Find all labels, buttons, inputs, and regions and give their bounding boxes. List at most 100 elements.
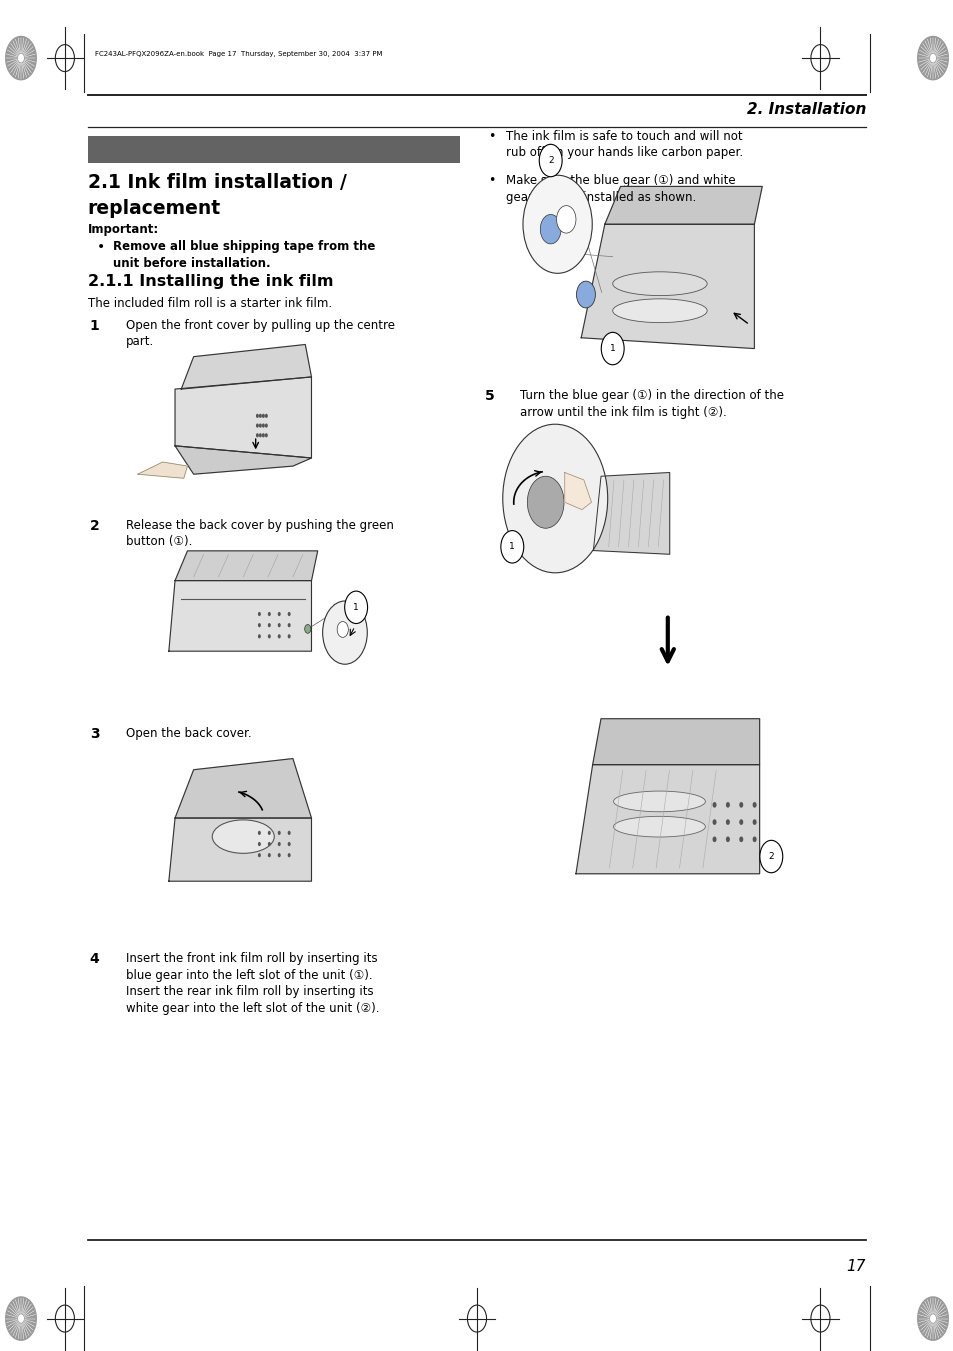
Circle shape bbox=[712, 802, 716, 808]
Polygon shape bbox=[917, 1297, 947, 1340]
Text: Open the front cover by pulling up the centre
part.: Open the front cover by pulling up the c… bbox=[126, 319, 395, 349]
Circle shape bbox=[712, 836, 716, 842]
Circle shape bbox=[288, 623, 291, 627]
Text: replacement: replacement bbox=[88, 199, 221, 218]
Circle shape bbox=[261, 413, 265, 417]
Circle shape bbox=[255, 423, 258, 428]
Circle shape bbox=[268, 623, 271, 627]
Polygon shape bbox=[174, 759, 311, 817]
Circle shape bbox=[288, 831, 291, 835]
Circle shape bbox=[725, 836, 729, 842]
Polygon shape bbox=[580, 224, 754, 349]
Text: FC243AL-PFQX2096ZA-en.book  Page 17  Thursday, September 30, 2004  3:37 PM: FC243AL-PFQX2096ZA-en.book Page 17 Thurs… bbox=[95, 51, 382, 57]
Text: Make sure the blue gear (①) and white
gear (②) are installed as shown.: Make sure the blue gear (①) and white ge… bbox=[505, 174, 735, 204]
Circle shape bbox=[322, 601, 367, 665]
Text: The included film roll is a starter ink film.: The included film roll is a starter ink … bbox=[88, 297, 332, 311]
Polygon shape bbox=[169, 817, 311, 881]
Circle shape bbox=[258, 423, 261, 428]
Ellipse shape bbox=[612, 272, 706, 296]
Circle shape bbox=[759, 840, 781, 873]
Circle shape bbox=[576, 281, 595, 308]
Text: Insert the front ink film roll by inserting its
blue gear into the left slot of : Insert the front ink film roll by insert… bbox=[126, 952, 379, 1015]
Polygon shape bbox=[174, 377, 311, 458]
Circle shape bbox=[712, 819, 716, 825]
Circle shape bbox=[336, 621, 348, 638]
Text: 1: 1 bbox=[353, 603, 358, 612]
FancyBboxPatch shape bbox=[88, 136, 459, 163]
Circle shape bbox=[725, 819, 729, 825]
Text: 2: 2 bbox=[768, 852, 773, 861]
Polygon shape bbox=[174, 446, 311, 474]
Text: •: • bbox=[97, 240, 106, 254]
Text: Remove all blue shipping tape from the
unit before installation.: Remove all blue shipping tape from the u… bbox=[112, 240, 375, 270]
Ellipse shape bbox=[612, 299, 706, 323]
Circle shape bbox=[18, 1315, 24, 1323]
Polygon shape bbox=[917, 36, 947, 80]
Circle shape bbox=[277, 852, 280, 858]
Circle shape bbox=[739, 836, 742, 842]
Text: 17: 17 bbox=[846, 1259, 865, 1274]
Circle shape bbox=[600, 332, 623, 365]
Circle shape bbox=[929, 1315, 935, 1323]
Circle shape bbox=[268, 634, 271, 639]
Circle shape bbox=[257, 623, 260, 627]
Polygon shape bbox=[576, 765, 759, 874]
Circle shape bbox=[255, 413, 258, 417]
Text: •: • bbox=[488, 130, 496, 143]
Circle shape bbox=[268, 842, 271, 846]
Text: 1: 1 bbox=[609, 345, 615, 353]
Circle shape bbox=[739, 802, 742, 808]
Circle shape bbox=[261, 423, 265, 428]
Circle shape bbox=[288, 612, 291, 616]
Text: 2: 2 bbox=[90, 519, 99, 532]
Text: Open the back cover.: Open the back cover. bbox=[126, 727, 252, 740]
Circle shape bbox=[739, 819, 742, 825]
Polygon shape bbox=[592, 719, 759, 765]
Circle shape bbox=[261, 434, 265, 438]
Circle shape bbox=[277, 842, 280, 846]
Circle shape bbox=[522, 176, 592, 273]
Circle shape bbox=[288, 852, 291, 858]
Circle shape bbox=[752, 819, 756, 825]
Ellipse shape bbox=[613, 816, 704, 838]
Text: 2. Installation: 2. Installation bbox=[746, 101, 865, 118]
Circle shape bbox=[257, 634, 260, 639]
Circle shape bbox=[304, 624, 311, 634]
Text: 1: 1 bbox=[90, 319, 99, 332]
Circle shape bbox=[257, 842, 260, 846]
Circle shape bbox=[288, 842, 291, 846]
Circle shape bbox=[258, 434, 261, 438]
Text: Release the back cover by pushing the green
button (①).: Release the back cover by pushing the gr… bbox=[126, 519, 394, 549]
Text: 2.1 Ink film installation /: 2.1 Ink film installation / bbox=[88, 173, 346, 192]
Circle shape bbox=[265, 423, 268, 428]
Text: 3: 3 bbox=[90, 727, 99, 740]
Circle shape bbox=[277, 623, 280, 627]
Circle shape bbox=[255, 434, 258, 438]
Circle shape bbox=[538, 145, 561, 177]
Text: 1: 1 bbox=[509, 542, 515, 551]
Circle shape bbox=[257, 612, 260, 616]
Text: 5: 5 bbox=[484, 389, 494, 403]
Ellipse shape bbox=[212, 820, 274, 854]
Text: The ink film is safe to touch and will not
rub off on your hands like carbon pap: The ink film is safe to touch and will n… bbox=[505, 130, 742, 159]
Text: 2: 2 bbox=[547, 155, 553, 165]
Circle shape bbox=[265, 413, 268, 417]
Ellipse shape bbox=[613, 792, 704, 812]
Circle shape bbox=[258, 413, 261, 417]
Circle shape bbox=[268, 831, 271, 835]
Circle shape bbox=[929, 54, 935, 62]
Circle shape bbox=[257, 831, 260, 835]
Polygon shape bbox=[6, 1297, 36, 1340]
Circle shape bbox=[539, 215, 560, 245]
Text: 2.1.1 Installing the ink film: 2.1.1 Installing the ink film bbox=[88, 274, 333, 289]
Circle shape bbox=[268, 612, 271, 616]
Circle shape bbox=[502, 424, 607, 573]
Circle shape bbox=[257, 852, 260, 858]
Circle shape bbox=[277, 612, 280, 616]
Polygon shape bbox=[169, 581, 311, 651]
Polygon shape bbox=[593, 473, 669, 554]
Circle shape bbox=[288, 634, 291, 639]
Circle shape bbox=[725, 802, 729, 808]
Polygon shape bbox=[181, 345, 311, 389]
Polygon shape bbox=[604, 186, 761, 224]
